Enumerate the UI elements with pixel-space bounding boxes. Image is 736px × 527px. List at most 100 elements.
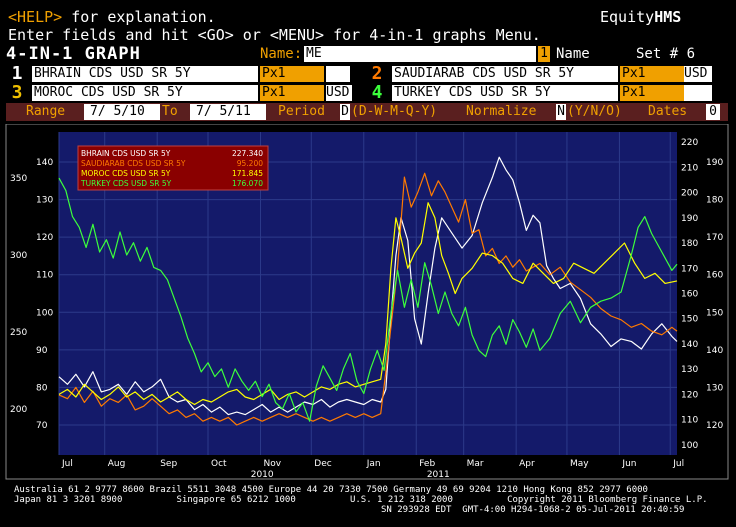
- series-4-security[interactable]: TURKEY CDS USD SR 5Y: [392, 85, 618, 101]
- y-tick-label-inner-left: 100: [36, 308, 53, 318]
- x-tick-label: May: [570, 459, 589, 469]
- to-label: To: [162, 104, 178, 119]
- x-tick-label: Jul: [61, 459, 73, 469]
- set-name-label: Name: [556, 46, 590, 62]
- help-text: for explanation.: [62, 8, 216, 26]
- y-tick-label-inner-right: 210: [681, 163, 698, 173]
- help-line: <HELP> for explanation.: [8, 8, 216, 26]
- x-year-label: 2011: [427, 470, 450, 480]
- dates-label: Dates: [648, 104, 688, 119]
- y-tick-label-inner-right: 180: [681, 239, 698, 249]
- legend-series-name: BHRAIN CDS USD SR 5Y: [81, 149, 171, 158]
- range-label: Range: [26, 104, 66, 119]
- series-lines: [58, 156, 678, 426]
- series-4-ccy[interactable]: [684, 85, 712, 101]
- series-1-px[interactable]: Px1: [260, 66, 324, 82]
- y-tick-label-inner-left: 130: [36, 196, 53, 206]
- y-tick-label-inner-right: 160: [681, 290, 698, 300]
- series-2-security[interactable]: SAUDIARAB CDS USD SR 5Y: [392, 66, 618, 82]
- footer-contacts-2: Japan 81 3 3201 8900 Singapore 65 6212 1…: [14, 495, 708, 505]
- y-tick-label-outer-right: 130: [706, 383, 723, 393]
- series-4-px[interactable]: Px1: [620, 85, 684, 101]
- set-number-field[interactable]: 1: [538, 46, 550, 62]
- normalize-label: Normalize: [466, 104, 537, 119]
- range-end-input[interactable]: 7/ 5/11: [190, 104, 266, 120]
- y-tick-label-outer-right: 140: [706, 346, 723, 356]
- y-tick-label-inner-right: 140: [681, 340, 698, 350]
- series-3-security[interactable]: MOROC CDS USD SR 5Y: [32, 85, 258, 101]
- y-tick-label-inner-right: 150: [681, 315, 698, 325]
- period-input[interactable]: D: [340, 104, 350, 120]
- legend-series-name: MOROC CDS USD SR 5Y: [81, 169, 171, 178]
- series-line-2: [58, 172, 678, 426]
- x-tick-label: Aug: [108, 459, 126, 469]
- legend-series-value: 227.340: [232, 149, 263, 158]
- y-tick-label-outer-left: 300: [10, 251, 27, 261]
- y-tick-label-inner-left: 120: [36, 233, 53, 243]
- y-tick-label-inner-left: 70: [36, 421, 48, 431]
- x-tick-label: Dec: [314, 459, 331, 469]
- page-title: 4-IN-1 GRAPH: [6, 44, 141, 64]
- series-3-number: 3: [11, 82, 23, 103]
- x-tick-label: Jan: [366, 459, 381, 469]
- series-1-security[interactable]: BHRAIN CDS USD SR 5Y: [32, 66, 258, 82]
- y-tick-label-inner-right: 200: [681, 189, 698, 199]
- y-tick-label-outer-right: 170: [706, 233, 723, 243]
- y-tick-label-inner-right: 120: [681, 390, 698, 400]
- y-tick-label-outer-left: 350: [10, 174, 27, 184]
- legend-series-name: SAUDIARAB CDS USD SR 5Y: [81, 159, 186, 168]
- range-bar: Range 7/ 5/10 To 7/ 5/11 Period D (D-W-M…: [6, 103, 728, 121]
- y-tick-label-inner-left: 110: [36, 271, 53, 281]
- dates-input[interactable]: 0: [706, 104, 720, 120]
- y-tick-label-outer-right: 180: [706, 196, 723, 206]
- period-label: Period: [278, 104, 325, 119]
- legend-series-name: TURKEY CDS USD SR 5Y: [80, 179, 172, 188]
- series-1-number: 1: [11, 63, 23, 84]
- y-tick-label-outer-right: 150: [706, 308, 723, 318]
- series-line-1: [58, 156, 678, 416]
- x-tick-label: Mar: [467, 459, 484, 469]
- series-line-3: [58, 202, 678, 406]
- x-year-label: 2010: [251, 470, 274, 480]
- help-key[interactable]: <HELP>: [8, 8, 63, 26]
- y-tick-label-inner-right: 110: [681, 416, 698, 426]
- x-tick-label: Sep: [160, 459, 177, 469]
- legend-box: [77, 145, 269, 191]
- footer-contacts-1: Australia 61 2 9777 8600 Brazil 5511 304…: [14, 485, 648, 495]
- period-options: (D-W-M-Q-Y): [351, 104, 438, 119]
- brand-prefix: Equity: [600, 8, 655, 26]
- set-label: Set # 6: [636, 46, 696, 62]
- series-3-px[interactable]: Px1: [260, 85, 324, 101]
- x-tick-label: Jul: [672, 459, 684, 469]
- y-tick-label-inner-right: 130: [681, 365, 698, 375]
- y-tick-label-outer-left: 200: [10, 405, 27, 415]
- footer-timestamp: SN 293928 EDT GMT-4:00 H294-1068-2 05-Ju…: [381, 505, 685, 515]
- series-3-ccy[interactable]: USD: [326, 85, 352, 101]
- y-tick-label-inner-right: 170: [681, 264, 698, 274]
- chart: Jul Aug Sep Oct Nov Dec Jan Feb Mar Apr May Jun Jul 2…: [5, 124, 729, 480]
- x-tick-label: Oct: [211, 459, 227, 469]
- y-tick-label-inner-left: 140: [36, 158, 53, 168]
- name-input[interactable]: ME: [304, 46, 536, 62]
- range-start-input[interactable]: 7/ 5/10: [84, 104, 160, 120]
- x-tick-label: Nov: [263, 459, 281, 469]
- y-tick-label-outer-right: 190: [706, 158, 723, 168]
- y-tick-label-inner-right: 100: [681, 441, 698, 451]
- series-4-number: 4: [371, 82, 383, 103]
- legend: BHRAIN CDS USD SR 5Y 227.340 SAUDIARAB CDS…: [77, 145, 269, 191]
- brand-suffix: HMS: [654, 8, 682, 26]
- y-tick-label-inner-right: 220: [681, 138, 698, 148]
- legend-series-value: 176.070: [232, 179, 263, 188]
- series-1-ccy[interactable]: [326, 66, 350, 82]
- series-2-px[interactable]: Px1: [620, 66, 684, 82]
- series-2-ccy[interactable]: USD: [684, 66, 712, 82]
- name-label: Name:: [260, 46, 303, 62]
- normalize-input[interactable]: N: [556, 104, 566, 120]
- x-tick-label: Feb: [419, 459, 435, 469]
- series-line-4: [58, 177, 678, 422]
- legend-series-value: 95.200: [237, 159, 263, 168]
- y-tick-label-inner-left: 90: [36, 346, 48, 356]
- instruction-line: Enter fields and hit <GO> or <MENU> for …: [8, 26, 541, 44]
- x-tick-label: Jun: [621, 459, 636, 469]
- y-tick-label-inner-right: 190: [681, 214, 698, 224]
